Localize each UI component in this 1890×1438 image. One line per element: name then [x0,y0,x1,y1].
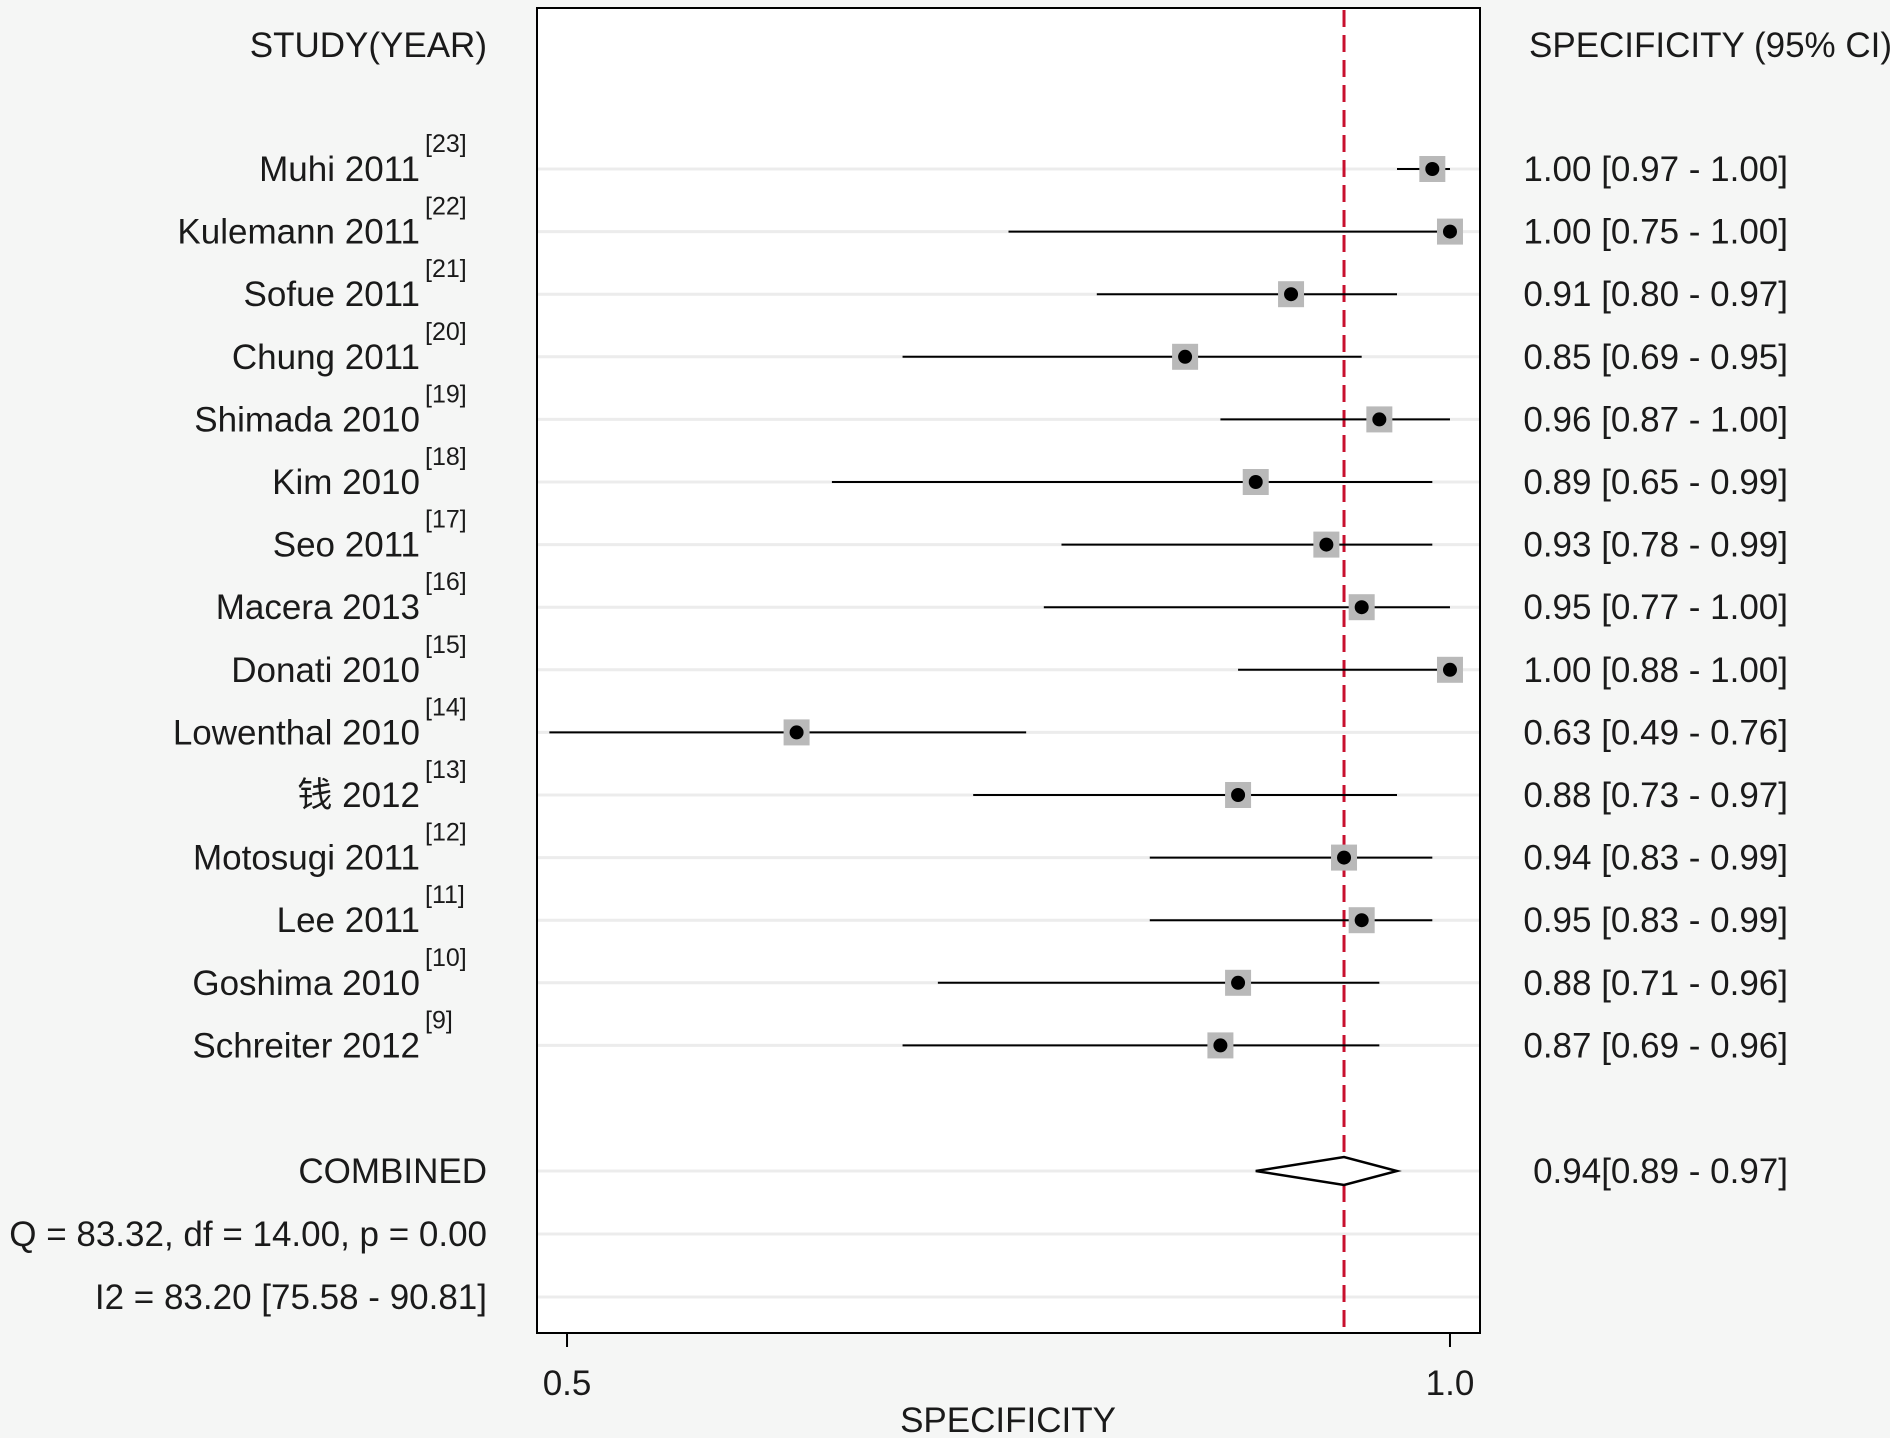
study-ref: [16] [425,568,467,596]
estimate-label: 0.94 [0.83 - 0.99] [1523,839,1788,878]
study-label: Lee 2011 [277,901,420,940]
study-label: Shimada 2010 [194,400,420,439]
combined-diamond [1255,1155,1402,1187]
point-estimate [1284,287,1299,302]
study-label: Goshima 2010 [192,964,420,1003]
estimate-label: 0.93 [0.78 - 0.99] [1523,526,1788,565]
study-label: Chung 2011 [232,338,420,377]
point-estimate [1178,349,1193,364]
study-ref: [13] [425,756,467,784]
study-label: Seo 2011 [273,526,420,565]
estimate-label: 0.89 [0.65 - 0.99] [1523,463,1788,502]
estimate-label: 0.95 [0.83 - 0.99] [1523,901,1788,940]
study-ref: [17] [425,506,467,534]
point-estimate [789,725,804,740]
point-estimate [1425,162,1440,176]
estimate-label: 1.00 [0.97 - 1.00] [1523,150,1788,189]
estimate-label: 0.85 [0.69 - 0.95] [1523,338,1788,377]
study-label: Kim 2010 [272,463,420,502]
point-estimate [1319,537,1334,552]
study-label: Kulemann 2011 [177,213,420,252]
combined-label: COMBINED [298,1152,487,1191]
study-ref: [10] [425,944,467,972]
study-label: Motosugi 2011 [193,839,420,878]
estimate-label: 0.88 [0.73 - 0.97] [1523,776,1788,815]
point-estimate [1442,224,1457,239]
x-tick-label: 1.0 [1426,1364,1475,1403]
study-ref: [20] [425,318,467,346]
estimate-label: 0.88 [0.71 - 0.96] [1523,964,1788,1003]
study-label: Muhi 2011 [259,150,420,189]
study-ref: [11] [425,881,465,909]
estimate-label: 0.95 [0.77 - 1.00] [1523,588,1788,627]
point-estimate [1372,412,1387,427]
heterogeneity-stat: Q = 83.32, df = 14.00, p = 0.00 [9,1215,487,1254]
estimate-label: 0.87 [0.69 - 0.96] [1523,1026,1788,1065]
study-ref: [18] [425,443,467,471]
point-estimate [1442,662,1457,677]
study-label: Sofue 2011 [244,275,420,314]
study-ref: [23] [425,130,467,158]
study-ref: [15] [425,631,467,659]
study-label: Schreiter 2012 [192,1026,420,1065]
point-estimate [1213,1038,1228,1053]
study-label: Macera 2013 [216,588,420,627]
study-ref: [12] [425,819,467,847]
study-ref: [21] [425,255,467,283]
point-estimate [1354,600,1369,615]
estimate-label: 0.96 [0.87 - 1.00] [1523,400,1788,439]
point-estimate [1354,913,1369,928]
estimate-label: 1.00 [0.75 - 1.00] [1523,213,1788,252]
heterogeneity-stat: I2 = 83.20 [75.58 - 90.81] [95,1278,487,1317]
estimate-label: 0.63 [0.49 - 0.76] [1523,713,1788,752]
point-estimate [1231,788,1246,802]
study-ref: [9] [425,1006,453,1034]
combined-estimate-label: 0.94[0.89 - 0.97] [1533,1152,1788,1191]
study-label: Donati 2010 [231,651,420,690]
x-axis-title: SPECIFICITY [900,1401,1116,1438]
estimate-header: SPECIFICITY (95% CI) [1529,26,1890,65]
estimate-label: 1.00 [0.88 - 1.00] [1523,651,1788,690]
study-ref: [22] [425,193,467,221]
point-estimate [1337,850,1352,865]
point-estimate [1248,475,1263,489]
x-tick-label: 0.5 [543,1364,592,1403]
study-ref: [14] [425,693,467,721]
study-ref: [19] [425,380,467,408]
estimate-label: 0.91 [0.80 - 0.97] [1523,275,1788,314]
point-estimate [1231,975,1246,990]
study-label: Lowenthal 2010 [173,713,420,752]
study-header: STUDY(YEAR) [250,26,487,65]
study-label: 钱 2012 [297,776,420,815]
